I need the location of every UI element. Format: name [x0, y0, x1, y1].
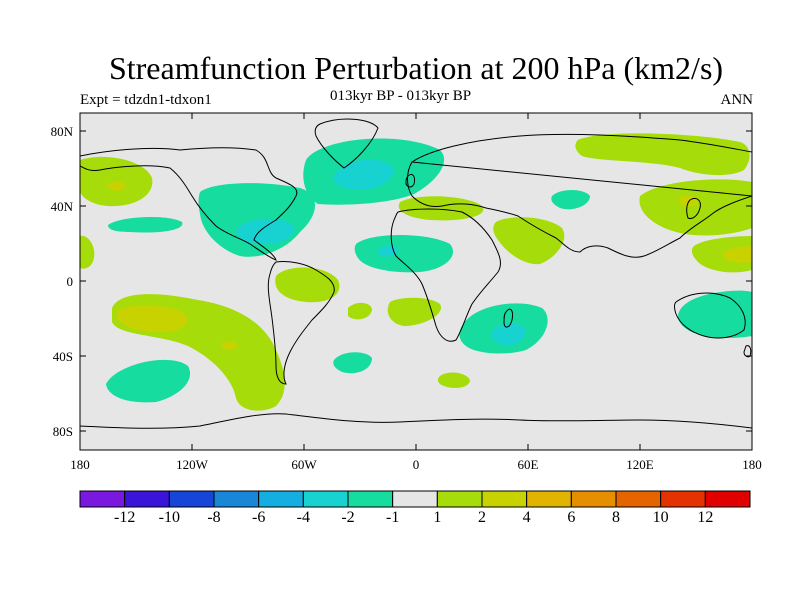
lon-label: 120E — [626, 457, 654, 472]
neg2-indian — [491, 323, 526, 346]
period-label: 013kyr BP - 013kyr BP — [330, 88, 472, 104]
colorbar-label: 2 — [478, 509, 486, 526]
colorbar-swatch — [213, 490, 260, 508]
colorbar-label: 8 — [612, 509, 620, 526]
colorbar: -12 -10 -8 -6 -4 -2 -1 1 2 4 6 8 10 12 — [79, 490, 751, 526]
colorbar-label: -2 — [341, 509, 354, 526]
plot-title: Streamfunction Perturbation at 200 hPa (… — [108, 50, 724, 86]
coast-madagascar — [503, 308, 513, 328]
coast-japan — [686, 197, 701, 219]
coast-uk — [405, 173, 415, 188]
colorbar-label: -4 — [297, 509, 310, 526]
lon-label: 120W — [176, 457, 209, 472]
colorbar-swatch — [660, 490, 706, 508]
colorbar-label: 4 — [523, 509, 531, 526]
colorbar-swatch — [615, 490, 662, 508]
colorbar-label: -12 — [114, 509, 135, 526]
neg-region-asia-n — [551, 190, 590, 210]
neg-region-s-pacific-east — [106, 359, 191, 403]
pos-region-npacific-east — [108, 216, 183, 233]
colorbar-label: 10 — [653, 509, 669, 526]
pos-region-africa-s2 — [437, 372, 470, 388]
pos-region-samerica-sub — [275, 267, 340, 303]
coast-south-america — [267, 261, 335, 385]
lon-label: 0 — [413, 457, 420, 472]
lon-label: 60W — [291, 457, 317, 472]
experiment-label: Expt = tdzdn1-tdxon1 — [80, 92, 212, 108]
colorbar-swatch — [79, 490, 126, 508]
pos-region-wpac-tropics — [691, 236, 752, 273]
colorbar-swatch — [481, 490, 528, 508]
lon-label: 180 — [70, 457, 90, 472]
lat-label: 80N — [51, 124, 74, 139]
coastlines — [80, 118, 752, 429]
colorbar-label: 1 — [433, 509, 441, 526]
neg2-natlantic — [333, 159, 394, 190]
lat-label: 80S — [53, 424, 73, 439]
colorbar-swatch — [124, 490, 170, 508]
coast-north-america — [80, 147, 298, 261]
pos-region-wpacific — [80, 235, 95, 269]
lon-labels: 180 120W 60W 0 60E 120E 180 — [70, 457, 762, 472]
coast-antarctica — [80, 413, 752, 429]
colorbar-swatch — [347, 490, 394, 508]
colorbar-label: -1 — [386, 509, 399, 526]
colorbar-label: -10 — [159, 509, 180, 526]
pos2-wpac — [724, 246, 752, 263]
pos2-spacific — [116, 305, 188, 332]
season-label: ANN — [720, 92, 754, 108]
neg2-gulf — [236, 218, 295, 245]
neg-region-s-atl-small — [333, 352, 372, 374]
pos-region-africa-s — [387, 297, 442, 326]
colorbar-label: 6 — [567, 509, 575, 526]
lon-label: 180 — [742, 457, 762, 472]
colorbar-label: -8 — [207, 509, 220, 526]
colorbar-swatch — [570, 490, 617, 508]
neg-region-tropical-atl — [354, 235, 454, 273]
colorbar-swatch — [526, 490, 572, 508]
lat-label: 0 — [67, 274, 74, 289]
colorbar-swatch — [258, 490, 304, 508]
pos-region-arabia — [493, 217, 565, 265]
coast-eurasia — [407, 133, 752, 258]
colorbar-swatch — [436, 490, 483, 508]
colorbar-swatch — [704, 490, 751, 508]
contour-field — [80, 133, 752, 411]
coast-africa — [390, 208, 501, 342]
lat-label: 40N — [51, 199, 74, 214]
lon-label: 60E — [518, 457, 539, 472]
colorbar-label: -6 — [252, 509, 265, 526]
colorbar-swatch — [302, 490, 349, 508]
pos-region-satlantic — [348, 302, 372, 320]
axis-ticks — [79, 113, 753, 450]
colorbar-swatch — [168, 490, 215, 508]
coast-greenland — [314, 118, 379, 169]
colorbar-swatch — [392, 490, 438, 508]
lat-labels: 80N 40N 0 40S 80S — [51, 124, 74, 439]
colorbar-label: 12 — [697, 509, 713, 526]
neg-region-australia — [678, 290, 752, 338]
coast-australia — [674, 292, 746, 339]
lat-label: 40S — [53, 349, 73, 364]
pos2-npacific — [108, 181, 126, 191]
pos2-spacific-small — [222, 341, 238, 350]
